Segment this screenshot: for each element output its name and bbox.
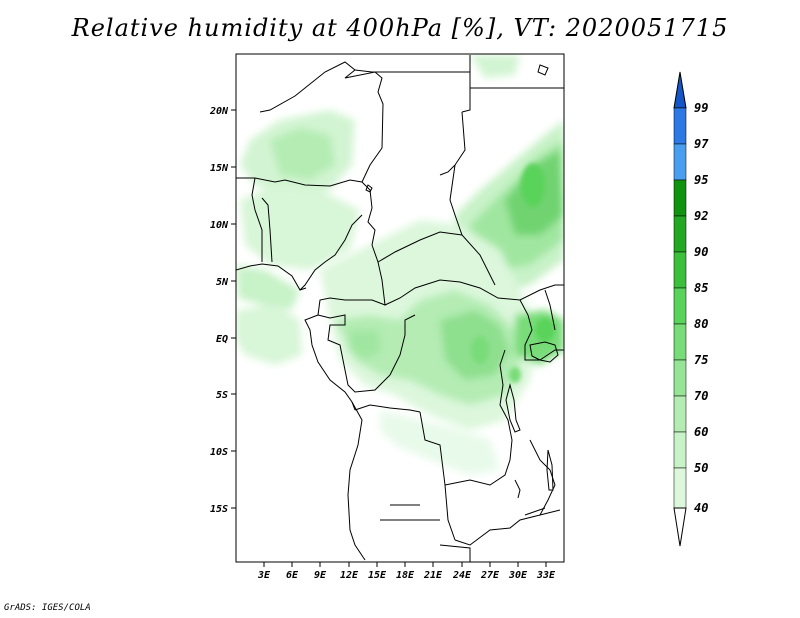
lat-label: 15N <box>210 163 229 174</box>
colorbar-segment-90-92 <box>673 215 687 253</box>
lat-label: 5S <box>216 390 228 401</box>
country-borders <box>236 55 564 562</box>
lon-label: 21E <box>423 570 443 581</box>
colorbar: 99 97 95 92 90 85 80 75 70 60 50 40 <box>673 71 709 547</box>
lon-label: 12E <box>340 570 359 581</box>
lon-label: 24E <box>452 570 472 581</box>
lat-label: 15S <box>210 504 228 515</box>
colorbar-under-arrow <box>673 507 687 547</box>
lon-label: 33E <box>536 570 556 581</box>
lat-label: 20N <box>209 106 229 117</box>
colorbar-label: 92 <box>694 209 708 223</box>
lat-axis: 20N 15N 10N 5N EQ 5S 10S 15S <box>209 106 236 515</box>
chart-title: Relative humidity at 400hPa [%], VT: 202… <box>71 14 729 42</box>
colorbar-segment-50-60 <box>673 431 687 469</box>
colorbar-segment-40-50 <box>673 467 687 509</box>
lon-axis: 3E 6E 9E 12E 15E 18E 21E 24E 27E 30E 33E <box>257 562 556 581</box>
colorbar-segment-80-85 <box>673 287 687 325</box>
colorbar-segment-95-97 <box>673 143 687 181</box>
lon-label: 18E <box>396 570 415 581</box>
colorbar-label: 40 <box>694 501 708 515</box>
colorbar-segment-92-95 <box>673 179 687 217</box>
colorbar-segment-60-70 <box>673 395 687 433</box>
colorbar-label: 70 <box>694 389 708 403</box>
colorbar-segment-75-80 <box>673 323 687 361</box>
colorbar-label: 50 <box>694 461 708 475</box>
lon-label: 27E <box>480 570 500 581</box>
colorbar-segment-85-90 <box>673 251 687 289</box>
lon-label: 30E <box>508 570 528 581</box>
lat-label: 5N <box>216 277 229 288</box>
lat-label: EQ <box>216 334 228 345</box>
lon-label: 6E <box>286 570 299 581</box>
colorbar-label: 85 <box>694 281 708 295</box>
credit-text: GrADS: IGES/COLA <box>4 603 91 613</box>
colorbar-segment-97-99 <box>673 107 687 145</box>
lon-label: 3E <box>257 570 271 581</box>
colorbar-label: 80 <box>694 317 708 331</box>
colorbar-label: 97 <box>694 137 709 151</box>
colorbar-over-arrow <box>673 71 687 109</box>
colorbar-label: 90 <box>694 245 708 259</box>
colorbar-segment-70-75 <box>673 359 687 397</box>
colorbar-label: 60 <box>694 425 708 439</box>
lat-label: 10S <box>210 447 228 458</box>
colorbar-label: 95 <box>694 173 708 187</box>
lat-label: 10N <box>210 220 229 231</box>
colorbar-label: 99 <box>694 101 708 115</box>
humidity-field <box>236 55 564 475</box>
colorbar-label: 75 <box>694 353 708 367</box>
lon-label: 15E <box>368 570 387 581</box>
lon-label: 9E <box>314 570 327 581</box>
map-frame <box>235 53 565 563</box>
